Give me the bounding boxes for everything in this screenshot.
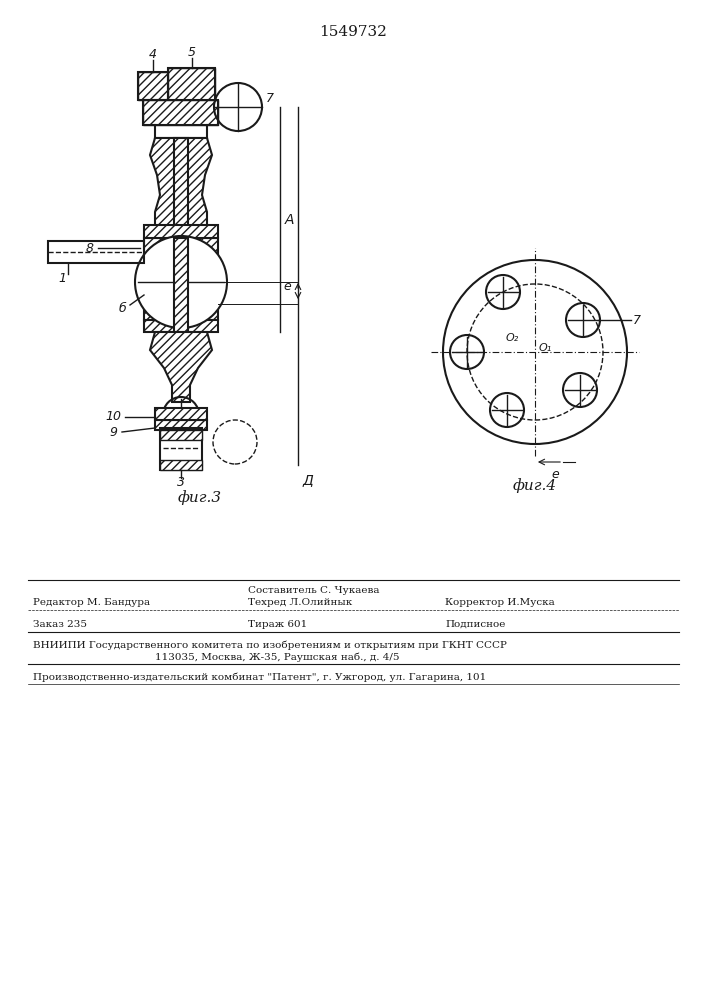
Bar [168, 68, 215, 105]
Polygon shape [155, 420, 207, 430]
Bar [143, 100, 218, 125]
Bar [160, 428, 202, 470]
Bar [138, 72, 168, 100]
Text: 5: 5 [188, 45, 196, 58]
Text: A: A [285, 213, 295, 227]
Text: б: б [118, 302, 126, 314]
Polygon shape [174, 238, 188, 332]
Text: 1549732: 1549732 [319, 25, 387, 39]
Polygon shape [144, 225, 218, 238]
Text: Д: Д [303, 473, 314, 487]
Text: 4: 4 [149, 48, 157, 62]
Text: e: e [283, 280, 291, 294]
Polygon shape [150, 332, 212, 402]
Text: фиг.4: фиг.4 [513, 478, 557, 493]
Text: Заказ 235: Заказ 235 [33, 620, 87, 629]
Polygon shape [174, 138, 188, 238]
Text: 9: 9 [109, 426, 117, 440]
Text: 7: 7 [633, 314, 641, 326]
Text: e: e [551, 468, 559, 481]
Text: Корректор И.Муска: Корректор И.Муска [445, 598, 555, 607]
Bar [48, 241, 144, 263]
Text: 3: 3 [177, 476, 185, 488]
Text: O₁: O₁ [539, 343, 552, 353]
Polygon shape [160, 430, 202, 440]
Polygon shape [138, 72, 168, 100]
Text: Техред Л.Олийнык: Техред Л.Олийнык [248, 598, 352, 607]
Polygon shape [168, 68, 215, 105]
Polygon shape [200, 238, 218, 320]
Text: фиг.3: фиг.3 [178, 491, 222, 505]
Text: Редактор М. Бандура: Редактор М. Бандура [33, 598, 150, 607]
Circle shape [135, 236, 227, 328]
Polygon shape [160, 460, 202, 470]
Polygon shape [150, 138, 212, 238]
Text: 10: 10 [105, 410, 121, 424]
Text: Составитель С. Чукаева: Составитель С. Чукаева [248, 586, 380, 595]
Text: 8: 8 [86, 241, 94, 254]
Text: 1: 1 [58, 271, 66, 284]
Text: Тираж 601: Тираж 601 [248, 620, 308, 629]
Polygon shape [144, 238, 162, 320]
Polygon shape [155, 408, 207, 420]
Text: 7: 7 [266, 93, 274, 105]
Text: Подписное: Подписное [445, 620, 506, 629]
Text: ВНИИПИ Государственного комитета по изобретениям и открытиям при ГКНТ СССР: ВНИИПИ Государственного комитета по изоб… [33, 640, 507, 650]
Polygon shape [143, 100, 218, 125]
Polygon shape [144, 320, 218, 332]
Text: Производственно-издательский комбинат "Патент", г. Ужгород, ул. Гагарина, 101: Производственно-издательский комбинат "П… [33, 672, 486, 682]
Text: 113035, Москва, Ж-35, Раушская наб., д. 4/5: 113035, Москва, Ж-35, Раушская наб., д. … [155, 652, 399, 662]
Text: O₂: O₂ [506, 333, 519, 343]
